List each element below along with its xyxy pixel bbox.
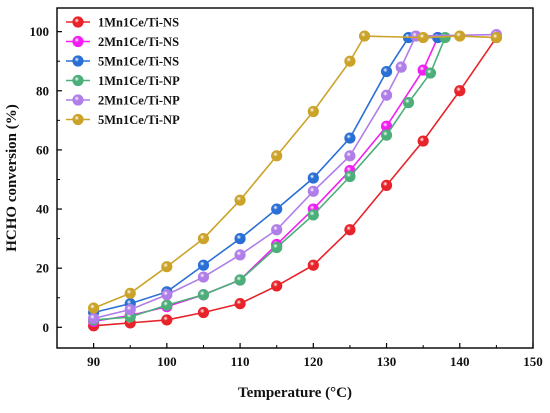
data-point	[234, 249, 246, 261]
data-point	[197, 259, 210, 271]
y-tick-label: 0	[43, 320, 50, 335]
data-point	[234, 298, 246, 310]
series-line	[93, 37, 446, 321]
data-point	[424, 67, 437, 79]
x-tick-label: 150	[523, 354, 543, 369]
data-point	[234, 194, 246, 206]
legend-label: 1Mn1Ce/Ti-NS	[98, 16, 179, 30]
data-point	[344, 170, 356, 183]
data-point	[88, 302, 100, 314]
data-point	[124, 303, 136, 316]
axis-ticks: 90 100 110 120 130 140 150 0 20 40 60 80 100	[30, 24, 543, 369]
legend-label: 5Mn1Ce/Ti-NP	[98, 113, 180, 127]
legend-marker	[72, 94, 84, 106]
x-axis-title: Temperature (°C)	[238, 385, 352, 401]
series-line	[93, 35, 497, 309]
legend-marker	[72, 55, 84, 67]
series-5Mn1Ce/Ti-NP	[88, 30, 502, 314]
data-point	[307, 172, 319, 184]
data-point	[344, 150, 356, 162]
x-tick-label: 120	[304, 354, 324, 369]
data-point	[271, 203, 283, 215]
data-point	[197, 233, 210, 245]
series-lines	[88, 29, 502, 332]
data-point	[307, 209, 319, 221]
y-tick-label: 80	[36, 83, 49, 98]
data-point	[454, 85, 466, 97]
data-point	[417, 135, 429, 147]
data-point	[271, 150, 283, 162]
data-point	[344, 132, 356, 144]
y-tick-label: 60	[36, 142, 49, 157]
data-point	[307, 105, 319, 118]
legend: 1Mn1Ce/Ti-NS 2Mn1Ce/Ti-NS 5Mn1Ce/Ti-NS 1Mn1…	[66, 16, 180, 127]
data-point	[395, 61, 407, 73]
data-point	[271, 241, 283, 254]
data-point	[271, 224, 283, 236]
legend-item: 1Mn1Ce/Ti-NS	[66, 16, 179, 30]
data-point	[88, 312, 100, 325]
data-point	[161, 299, 173, 311]
y-tick-label: 20	[36, 261, 49, 276]
x-tick-label: 100	[157, 354, 177, 369]
legend-item: 5Mn1Ce/Ti-NP	[66, 113, 180, 127]
plot-area-frame	[56, 7, 534, 349]
plot-frame	[56, 7, 534, 349]
x-tick-label: 140	[450, 354, 470, 369]
data-point	[234, 274, 246, 286]
data-point	[197, 271, 210, 283]
data-point	[380, 89, 393, 101]
data-point	[161, 314, 173, 326]
legend-marker	[72, 35, 84, 48]
series-line	[93, 33, 497, 320]
legend-marker	[72, 113, 84, 126]
legend-marker	[72, 16, 84, 28]
data-point	[124, 287, 136, 299]
x-tick-label: 110	[231, 354, 250, 369]
data-point	[234, 233, 246, 245]
data-point	[380, 179, 393, 191]
y-axis-title: HCHO conversion (%)	[4, 104, 20, 252]
legend-label: 2Mn1Ce/Ti-NP	[98, 94, 180, 108]
data-point	[417, 31, 429, 44]
data-point	[307, 259, 319, 271]
data-point	[197, 289, 210, 301]
data-point	[402, 97, 415, 109]
series-line	[93, 37, 498, 327]
legend-marker	[72, 74, 84, 87]
data-point	[490, 31, 502, 44]
data-point	[161, 261, 173, 273]
data-point	[454, 30, 466, 42]
data-point	[307, 185, 319, 197]
data-point	[344, 55, 356, 67]
data-point	[271, 280, 283, 292]
legend-item: 2Mn1Ce/Ti-NS	[66, 35, 179, 49]
data-point	[344, 224, 356, 236]
legend-label: 1Mn1Ce/Ti-NP	[98, 74, 180, 88]
data-point	[358, 30, 371, 42]
legend-label: 5Mn1Ce/Ti-NS	[98, 55, 179, 69]
y-tick-label: 100	[30, 24, 50, 39]
legend-item: 2Mn1Ce/Ti-NP	[66, 94, 180, 108]
data-point	[161, 289, 173, 301]
data-point	[380, 65, 393, 78]
legend-item: 5Mn1Ce/Ti-NS	[66, 55, 179, 69]
legend-item: 1Mn1Ce/Ti-NP	[66, 74, 180, 88]
data-point	[380, 129, 393, 141]
legend-label: 2Mn1Ce/Ti-NS	[98, 35, 179, 49]
x-tick-label: 130	[377, 354, 397, 369]
data-point	[197, 306, 210, 319]
x-tick-label: 90	[87, 354, 100, 369]
y-tick-label: 40	[36, 202, 49, 217]
